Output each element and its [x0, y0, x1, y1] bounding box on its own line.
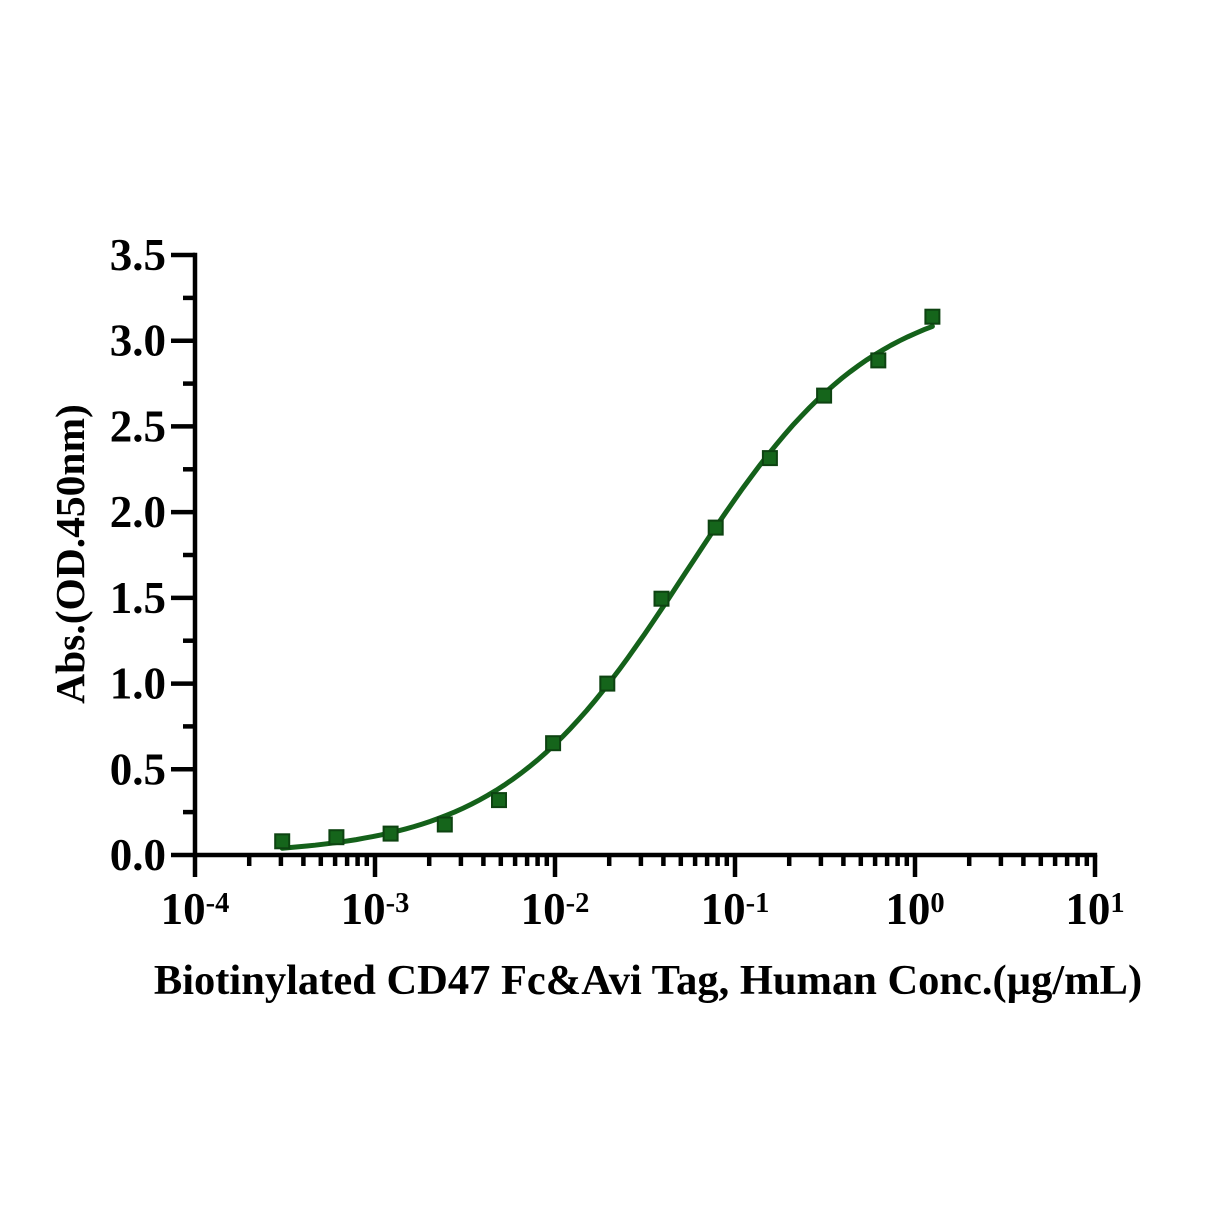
svg-text:3.0: 3.0 — [110, 316, 166, 366]
svg-text:2.5: 2.5 — [110, 401, 166, 451]
svg-text:Abs.(OD.450nm): Abs.(OD.450nm) — [47, 404, 94, 704]
svg-text:1.5: 1.5 — [110, 573, 166, 623]
svg-text:1.0: 1.0 — [110, 659, 166, 709]
svg-text:Biotinylated CD47 Fc&Avi Tag,: Biotinylated CD47 Fc&Avi Tag, Human Conc… — [154, 957, 1142, 1004]
svg-text:0.0: 0.0 — [110, 830, 166, 880]
svg-text:3.5: 3.5 — [110, 230, 166, 280]
svg-text:0.5: 0.5 — [110, 744, 166, 794]
svg-text:2.0: 2.0 — [110, 487, 166, 537]
svg-text:10-3: 10-3 — [341, 884, 410, 934]
svg-text:10-4: 10-4 — [161, 884, 230, 934]
